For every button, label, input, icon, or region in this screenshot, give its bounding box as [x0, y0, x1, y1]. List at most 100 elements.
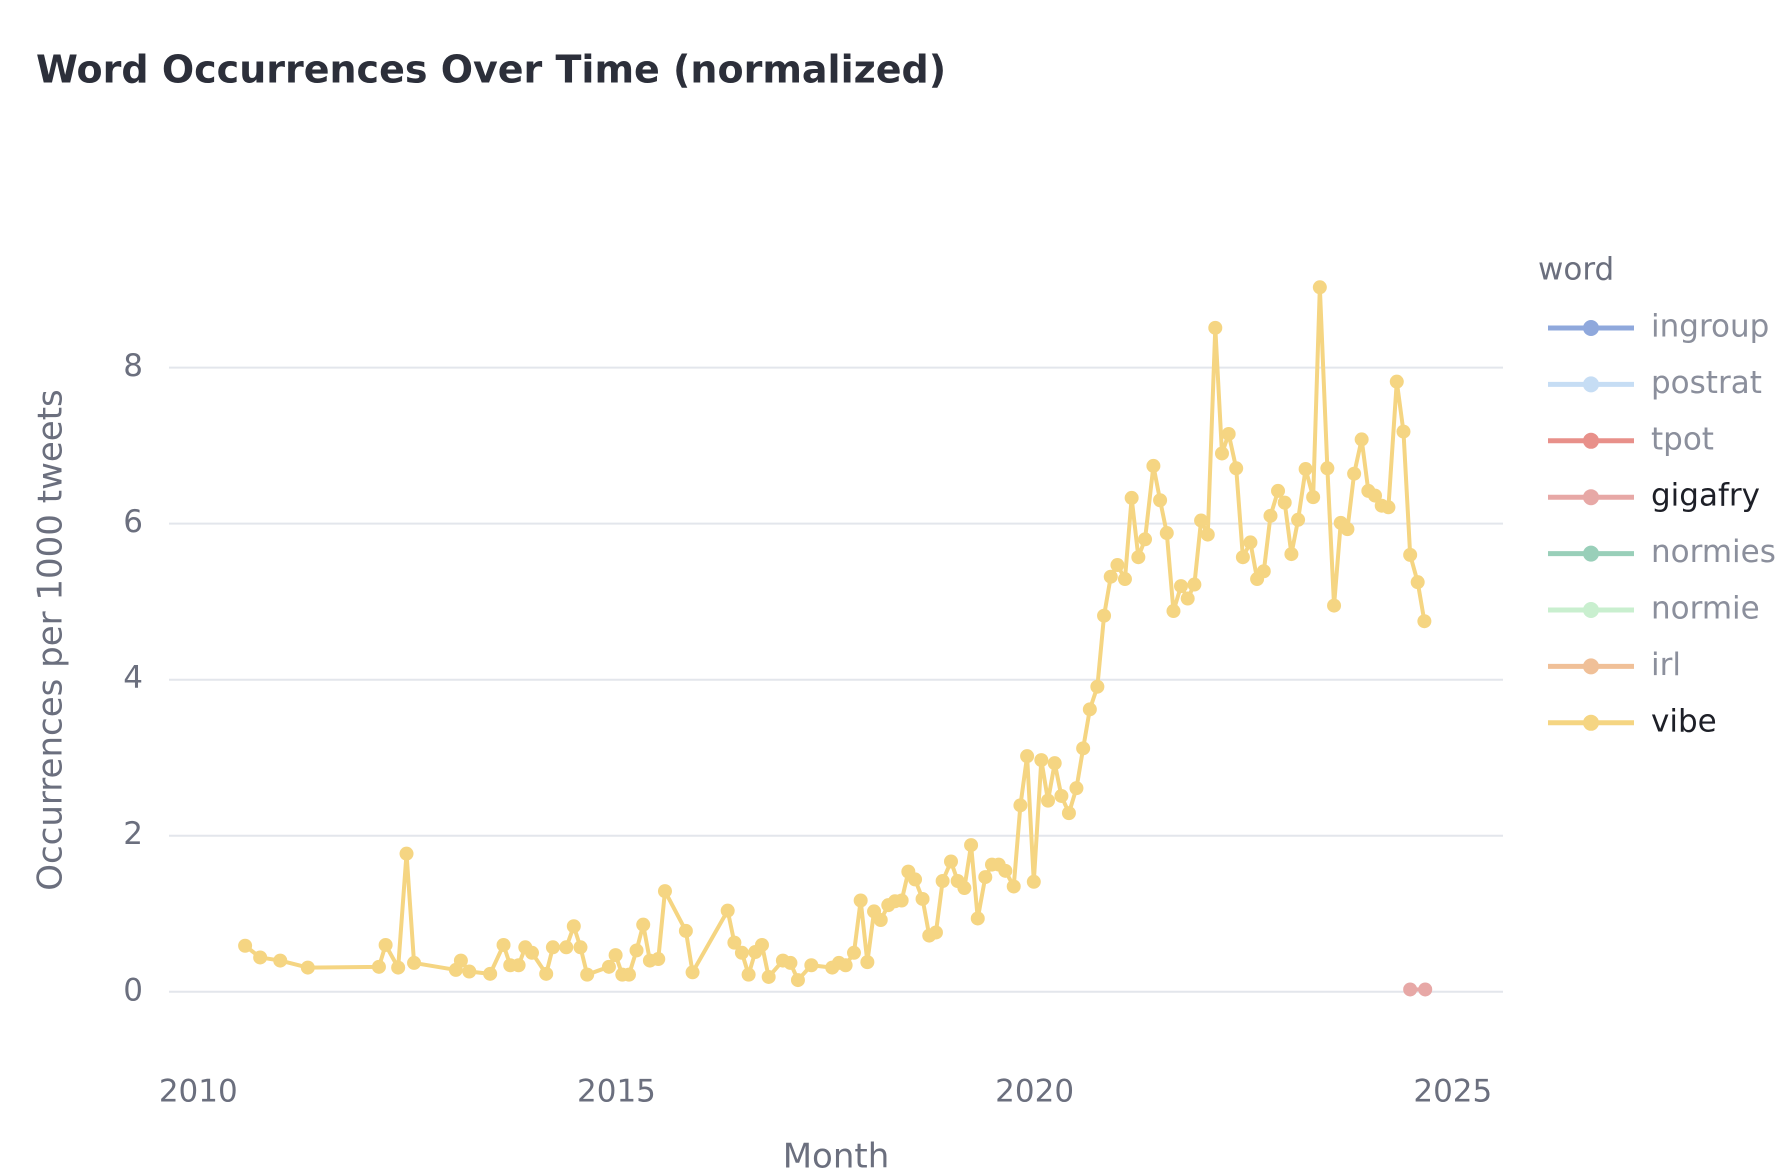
data-point — [1153, 493, 1168, 508]
data-point — [678, 923, 693, 938]
data-point — [1284, 547, 1299, 562]
data-point — [1166, 604, 1181, 619]
chart-title: Word Occurrences Over Time (normalized) — [36, 48, 946, 92]
data-point — [853, 893, 868, 908]
legend-label[interactable]: normies — [1651, 534, 1776, 570]
legend-label[interactable]: normie — [1651, 591, 1760, 627]
data-point — [1110, 558, 1125, 573]
data-point — [727, 935, 742, 950]
data-point — [964, 838, 979, 853]
legend-marker — [1583, 320, 1599, 336]
data-point — [1312, 280, 1327, 295]
y-tick-label: 0 — [123, 972, 143, 1008]
data-point — [734, 945, 749, 960]
data-point — [371, 959, 386, 974]
data-point — [783, 955, 798, 970]
data-point — [1061, 806, 1076, 821]
data-point — [462, 964, 477, 979]
data-point — [1026, 874, 1041, 889]
data-point — [935, 873, 950, 888]
data-point — [1117, 572, 1132, 587]
data-point — [453, 953, 468, 968]
y-tick-label: 6 — [123, 504, 143, 540]
data-point — [1069, 781, 1084, 796]
legend-marker — [1583, 376, 1599, 393]
data-point — [1263, 508, 1278, 523]
data-point — [1103, 569, 1118, 584]
data-point — [1418, 982, 1433, 997]
data-point — [608, 948, 623, 963]
y-tick-label: 2 — [123, 816, 143, 852]
legend-marker — [1583, 545, 1599, 562]
data-point — [1271, 483, 1286, 498]
data-point — [651, 952, 666, 967]
data-point — [741, 967, 756, 982]
data-point — [1243, 535, 1258, 550]
data-point — [720, 903, 735, 918]
data-point — [1221, 426, 1236, 441]
data-point — [1090, 679, 1105, 694]
data-point — [1187, 577, 1202, 592]
data-point — [1403, 547, 1418, 562]
data-point — [407, 955, 422, 970]
data-point — [511, 958, 526, 973]
legend-label[interactable]: irl — [1651, 647, 1681, 683]
legend-label[interactable]: ingroup — [1651, 309, 1769, 345]
data-point — [894, 893, 909, 908]
data-point — [657, 884, 672, 899]
data-point — [1277, 495, 1292, 510]
data-point — [754, 937, 769, 952]
data-point — [378, 937, 393, 952]
data-point — [928, 925, 943, 940]
data-point — [1327, 598, 1342, 613]
data-point — [860, 955, 875, 970]
legend-label[interactable]: gigafry — [1651, 478, 1760, 514]
data-point — [1034, 753, 1049, 768]
y-tick-label: 8 — [123, 348, 143, 384]
data-point — [1131, 550, 1146, 565]
data-point — [685, 965, 700, 980]
data-point — [496, 937, 511, 952]
data-point — [1020, 749, 1035, 764]
data-point — [391, 960, 406, 975]
data-point — [838, 958, 853, 973]
x-tick-label: 2025 — [1413, 1074, 1492, 1110]
data-point — [1174, 579, 1188, 594]
data-point — [559, 940, 574, 955]
data-point — [761, 969, 776, 984]
legend-marker — [1583, 658, 1599, 675]
data-point — [273, 953, 288, 968]
data-point — [1291, 512, 1306, 527]
data-point — [566, 919, 581, 934]
data-point — [1208, 320, 1223, 335]
data-point — [483, 966, 498, 981]
legend-marker — [1583, 714, 1599, 731]
data-point — [1097, 608, 1112, 623]
data-point — [1006, 879, 1021, 894]
data-point — [1138, 532, 1153, 547]
y-axis-title: Occurrences per 1000 tweets — [31, 389, 71, 891]
data-point — [539, 966, 554, 981]
data-point — [873, 913, 888, 928]
legend-label[interactable]: tpot — [1651, 421, 1714, 457]
data-point — [1340, 522, 1355, 537]
data-point — [1403, 982, 1418, 997]
data-point — [970, 911, 985, 926]
data-point — [1159, 526, 1174, 541]
data-point — [601, 959, 616, 974]
legend-label[interactable]: vibe — [1651, 703, 1717, 739]
legend-marker — [1583, 602, 1599, 618]
data-point — [1417, 614, 1432, 629]
legend-label[interactable]: postrat — [1651, 365, 1762, 401]
legend-marker — [1583, 489, 1599, 506]
data-point — [1180, 591, 1195, 606]
data-point — [1396, 424, 1411, 439]
data-point — [1347, 466, 1362, 481]
legend-title: word — [1538, 252, 1614, 288]
data-point — [1256, 564, 1271, 579]
data-point — [1082, 702, 1097, 717]
data-point — [846, 945, 861, 960]
x-axis-title: Month — [783, 1137, 890, 1174]
legend-marker — [1583, 432, 1599, 449]
data-point — [790, 973, 805, 988]
